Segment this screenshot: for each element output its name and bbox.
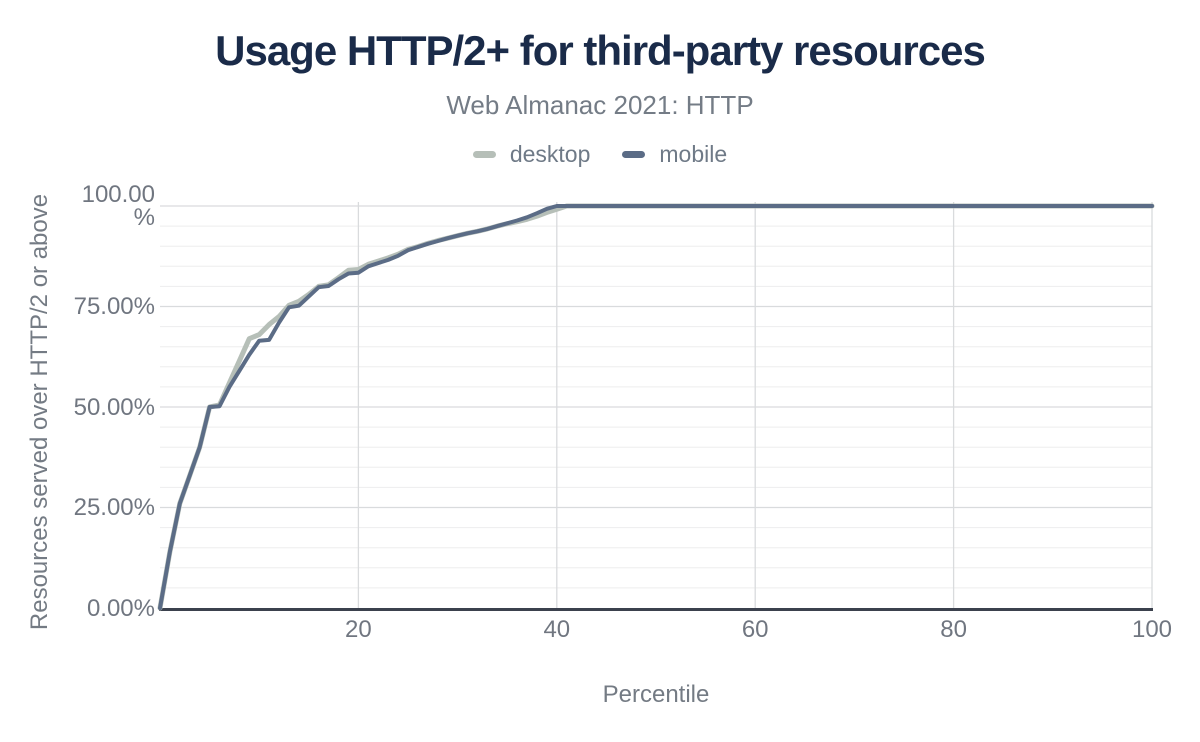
chart-title: Usage HTTP/2+ for third-party resources [215,27,986,74]
y-tick-label: 100.00 % [81,181,155,231]
legend-swatch-desktop [472,151,496,158]
x-tick-label: 80 [940,616,967,643]
legend: desktop mobile [0,141,1200,168]
legend-label-desktop: desktop [509,141,591,167]
y-tick-label: 0.00% [86,594,155,622]
series-line-mobile [158,204,1154,610]
legend-label-mobile: mobile [659,141,728,167]
legend-item-mobile: mobile [622,141,727,168]
chart-subtitle: Web Almanac 2021: HTTP [446,90,754,120]
x-tick-label: 60 [741,616,769,643]
legend-swatch-mobile [622,151,646,158]
y-tick-label: 75.00% [73,293,155,320]
legend-item-desktop: desktop [472,141,591,168]
y-tick-label: 25.00% [73,494,155,521]
y-tick-label: 50.00% [73,393,155,421]
x-tick-label: 40 [543,616,571,643]
x-tick-label: 20 [345,616,372,643]
x-tick-label: 100 [1131,616,1173,643]
x-axis-title: Percentile [602,681,710,708]
